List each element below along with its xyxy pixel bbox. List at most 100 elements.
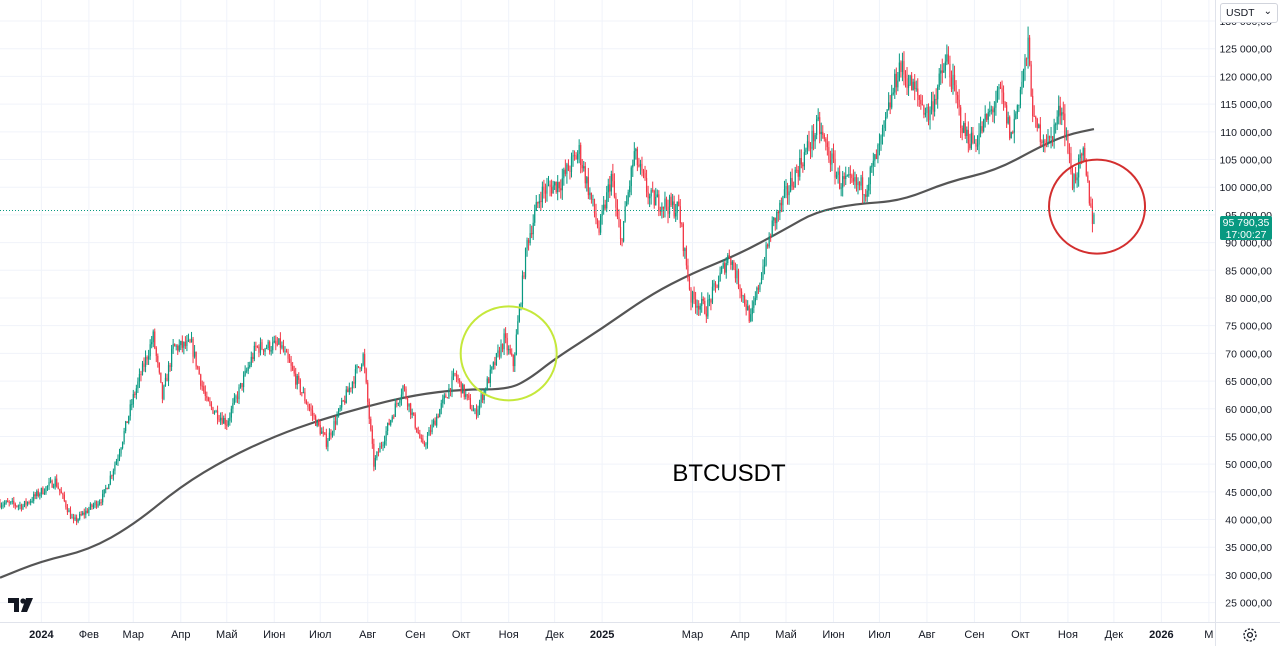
candle-body: [102, 493, 104, 503]
candle: [719, 266, 721, 282]
candle-body: [1056, 116, 1058, 125]
candle: [1030, 60, 1032, 97]
candle-body: [907, 84, 910, 88]
candle: [678, 194, 680, 207]
candle-body: [704, 300, 706, 314]
candle-body: [1016, 105, 1018, 114]
candle-body: [76, 517, 78, 522]
candle-body: [396, 403, 398, 405]
candle-body: [20, 504, 23, 510]
candle: [118, 448, 121, 462]
candle-body: [505, 333, 507, 338]
candle: [664, 191, 666, 218]
candle: [403, 384, 406, 392]
candle: [1048, 135, 1051, 142]
candle: [1029, 34, 1031, 67]
candle: [819, 111, 821, 144]
candle: [411, 408, 413, 419]
candle: [423, 440, 426, 447]
candle-body: [989, 110, 991, 113]
candle: [563, 167, 565, 186]
candle: [299, 378, 301, 396]
candle: [167, 361, 170, 387]
y-tick-label: 40 000,00: [1225, 515, 1272, 527]
candle-body: [647, 192, 649, 199]
candle: [710, 298, 712, 311]
candle-body: [233, 397, 236, 404]
candle: [649, 193, 651, 208]
candle: [498, 346, 501, 360]
candle-body: [459, 380, 461, 382]
candle: [575, 152, 577, 160]
tradingview-logo-icon[interactable]: [8, 596, 36, 614]
candle-body: [1004, 102, 1006, 106]
candle: [760, 272, 763, 285]
candle-body: [417, 432, 419, 434]
candle-body: [503, 333, 505, 350]
candle-body: [221, 417, 223, 424]
candle-body: [816, 119, 818, 136]
candle-body: [134, 394, 136, 395]
candle: [79, 511, 81, 521]
candle-body: [416, 427, 418, 433]
candle: [541, 181, 543, 208]
candle: [279, 332, 281, 355]
candle-body: [391, 416, 393, 421]
candle: [399, 398, 401, 408]
candle-body: [863, 194, 865, 196]
candle: [62, 492, 64, 499]
candle: [509, 344, 511, 355]
candle-body: [630, 167, 632, 187]
time-axis[interactable]: 2024 Фев Мар Апр Май Июн Июл Авг Сен Окт Ноя Дек 202…: [0, 622, 1280, 642]
candle-body: [181, 341, 183, 348]
candle-body: [485, 389, 487, 391]
candle: [106, 487, 108, 490]
candle: [49, 477, 52, 484]
candle: [846, 174, 848, 177]
candle-body: [592, 199, 594, 200]
candle: [645, 169, 648, 198]
candle-body: [471, 408, 473, 411]
candle: [269, 340, 271, 355]
candle-body: [523, 275, 525, 278]
candle: [175, 344, 177, 351]
candle-body: [626, 201, 628, 207]
y-tick-label: 60 000,00: [1225, 404, 1272, 416]
candle-body: [765, 244, 767, 266]
candle: [244, 365, 246, 377]
chevron-down-icon: ⌄: [1263, 6, 1272, 17]
candle-body: [1035, 116, 1037, 120]
candle: [114, 461, 116, 475]
candle: [848, 167, 850, 178]
candle: [529, 224, 531, 246]
candle: [102, 489, 104, 506]
candle-body: [388, 422, 390, 425]
candle-body: [811, 130, 813, 149]
candle-body: [158, 363, 160, 373]
candle-body: [422, 438, 424, 444]
candle-body: [938, 73, 940, 87]
candle-body: [42, 488, 44, 494]
candle-body: [1029, 37, 1031, 65]
candle-body: [1042, 140, 1044, 143]
candle-body: [448, 388, 450, 398]
candle-body: [975, 142, 977, 147]
currency-dropdown[interactable]: USDT ⌄: [1220, 3, 1278, 23]
candle: [273, 335, 275, 344]
gear-icon[interactable]: [1242, 627, 1258, 643]
candle-body: [273, 340, 275, 343]
candle-body: [1079, 154, 1081, 159]
candle: [762, 259, 764, 281]
candle-body: [164, 377, 167, 386]
candle: [233, 393, 236, 405]
candle: [854, 171, 856, 189]
candle: [292, 362, 294, 372]
candle: [744, 293, 746, 307]
candle: [462, 383, 464, 394]
candle-body: [63, 494, 65, 501]
price-axis[interactable]: 25 000,00 30 000,00 35 000,00 40 000,00 45 0…: [1215, 0, 1273, 646]
candle-body: [1022, 70, 1025, 82]
candle-body: [552, 185, 554, 194]
candle-body: [613, 181, 615, 197]
